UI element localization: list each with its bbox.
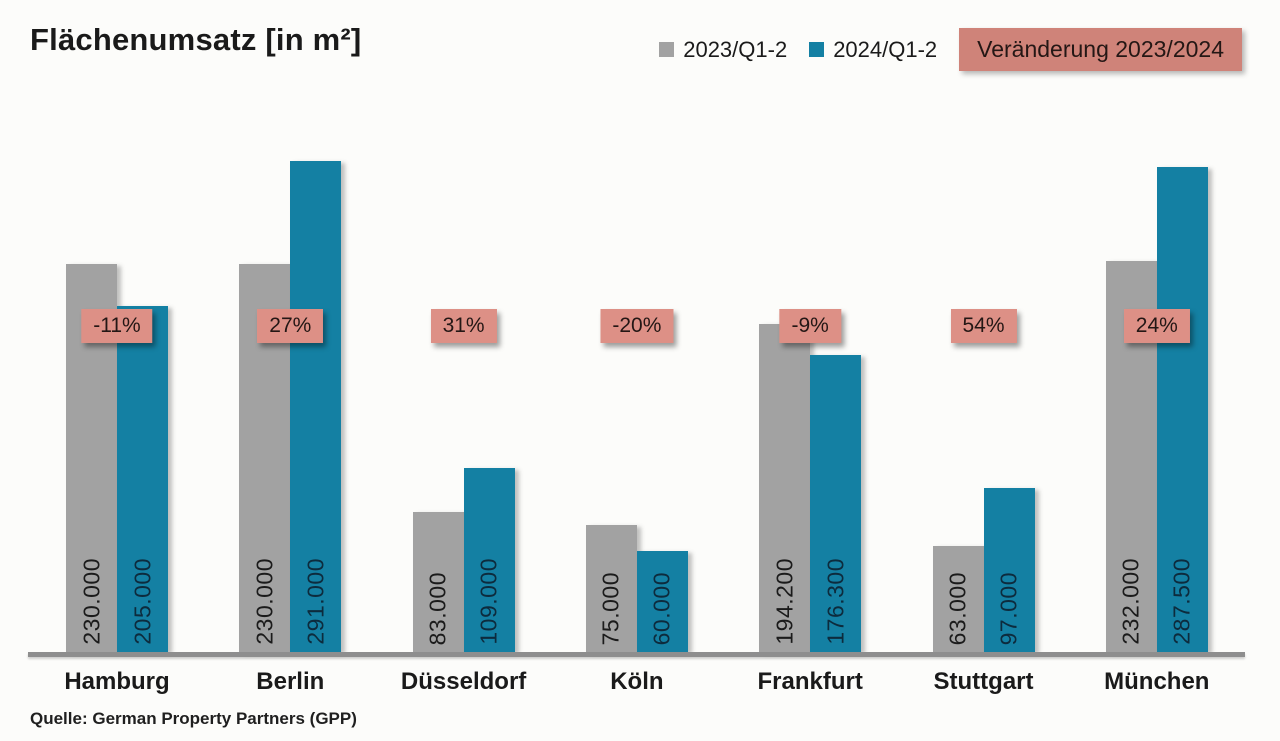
bar-value-label: 176.300: [822, 558, 849, 645]
city-label: München: [1104, 668, 1210, 695]
legend-swatch-2024: [809, 42, 825, 57]
bar-value-label: 75.000: [597, 571, 624, 645]
bar-value-label: 230.000: [251, 558, 278, 645]
legend-item-2023: 2023/Q1-2: [659, 37, 787, 63]
bar-value-label: 109.000: [475, 558, 502, 645]
bar-2023: 63.000: [932, 546, 984, 652]
legend-change-badge: Veränderung 2023/2024: [959, 28, 1242, 71]
source-note: Quelle: German Property Partners (GPP): [30, 709, 357, 728]
bar-value-label: 205.000: [129, 558, 155, 645]
change-badge: 54%: [950, 309, 1017, 343]
legend-item-2024: 2024/Q1-2: [809, 37, 937, 63]
bar-2024: 205.000: [117, 306, 168, 652]
bar-value-label: 194.200: [771, 558, 798, 645]
bar-2023: 83.000: [412, 512, 464, 652]
legend-label-2024: 2024/Q1-2: [833, 36, 938, 62]
bar-value-label: 232.000: [1117, 558, 1144, 645]
bar-value-label: 63.000: [944, 571, 971, 645]
bar-2024: 60.000: [636, 551, 688, 652]
city-label: Berlin: [256, 668, 325, 695]
city-label: Düsseldorf: [400, 668, 527, 695]
x-axis-line: [28, 652, 1245, 657]
bar-2024: 97.000: [983, 488, 1035, 652]
city-label: Stuttgart: [933, 668, 1034, 695]
city-label: Köln: [610, 668, 664, 695]
bar-2024: 109.000: [463, 468, 515, 652]
bar-value-label: 97.000: [995, 571, 1022, 645]
bar-2024: 176.300: [810, 355, 862, 652]
bar-2024: 291.000: [290, 161, 342, 652]
bar-value-label: 60.000: [648, 571, 675, 645]
bar-2023: 194.200: [759, 324, 811, 652]
bar-value-label: 287.500: [1168, 558, 1195, 645]
change-badge: 27%: [257, 309, 324, 343]
chart-title: Flächenumsatz [in m²]: [30, 22, 362, 57]
legend: 2023/Q1-2 2024/Q1-2 Veränderung 2023/202…: [659, 28, 1242, 71]
city-label: Hamburg: [64, 668, 170, 695]
change-badge: -20%: [600, 309, 674, 343]
legend-swatch-2023: [659, 42, 675, 57]
change-badge: 24%: [1123, 309, 1190, 343]
legend-label-2023: 2023/Q1-2: [683, 36, 788, 62]
bar-2023: 75.000: [585, 525, 637, 652]
city-label: Frankfurt: [757, 668, 863, 695]
change-badge: -11%: [81, 309, 153, 343]
change-badge: 31%: [430, 309, 497, 343]
bar-value-label: 83.000: [424, 571, 451, 645]
change-badge: -9%: [779, 309, 841, 343]
bar-2024: 287.500: [1156, 167, 1208, 652]
bar-value-label: 230.000: [78, 558, 104, 645]
bar-value-label: 291.000: [302, 558, 329, 645]
